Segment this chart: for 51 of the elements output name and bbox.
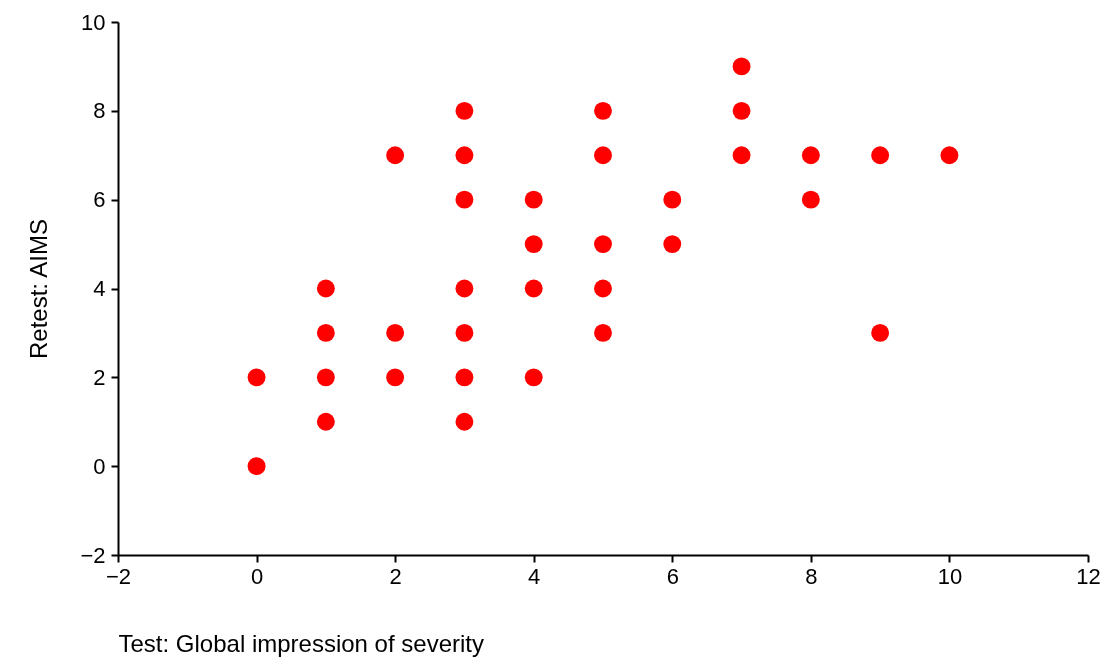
point — [594, 323, 612, 342]
point — [455, 279, 474, 298]
y-tick-label: 4 — [93, 276, 106, 301]
y-tick-label: −2 — [80, 542, 106, 568]
point — [247, 368, 266, 387]
point — [801, 146, 820, 165]
point — [316, 368, 335, 387]
x-tick-label: 12 — [1076, 563, 1101, 589]
point — [386, 146, 405, 165]
x-tick-label: 2 — [389, 563, 402, 589]
y-tick-label: 6 — [93, 187, 106, 213]
y-tick-label: 8 — [93, 98, 106, 124]
point — [455, 368, 474, 387]
x-tick-label: 6 — [666, 563, 679, 589]
y-tick-label: 10 — [81, 9, 106, 35]
point — [386, 323, 405, 342]
point — [732, 101, 751, 120]
point — [663, 190, 682, 209]
y-axis-title: Retest: AIMS — [25, 218, 53, 360]
point — [871, 146, 890, 165]
point — [386, 368, 405, 387]
point — [455, 323, 474, 342]
point — [663, 235, 682, 254]
point — [316, 412, 335, 431]
point — [732, 57, 751, 76]
point — [316, 323, 335, 342]
point — [524, 190, 543, 209]
x-tick-label: 0 — [250, 563, 264, 589]
point — [940, 146, 959, 165]
point — [594, 235, 612, 254]
point — [871, 323, 890, 342]
x-axis-title: Test: Global impression of severity — [118, 629, 484, 657]
point — [455, 412, 474, 431]
point — [455, 190, 474, 209]
point — [594, 101, 612, 120]
point — [801, 190, 820, 209]
point — [594, 146, 612, 165]
point — [455, 146, 474, 165]
y-tick-label: 0 — [93, 453, 106, 479]
point — [524, 279, 543, 298]
point — [594, 279, 612, 298]
x-tick-label: 4 — [528, 563, 541, 589]
x-tick-label: 10 — [937, 563, 963, 589]
point — [524, 368, 543, 387]
point — [316, 279, 335, 298]
y-tick-label: 2 — [93, 364, 106, 390]
point — [524, 235, 543, 254]
point — [247, 457, 266, 476]
point — [732, 146, 751, 165]
point — [455, 101, 474, 120]
x-tick-label: 8 — [805, 563, 818, 589]
